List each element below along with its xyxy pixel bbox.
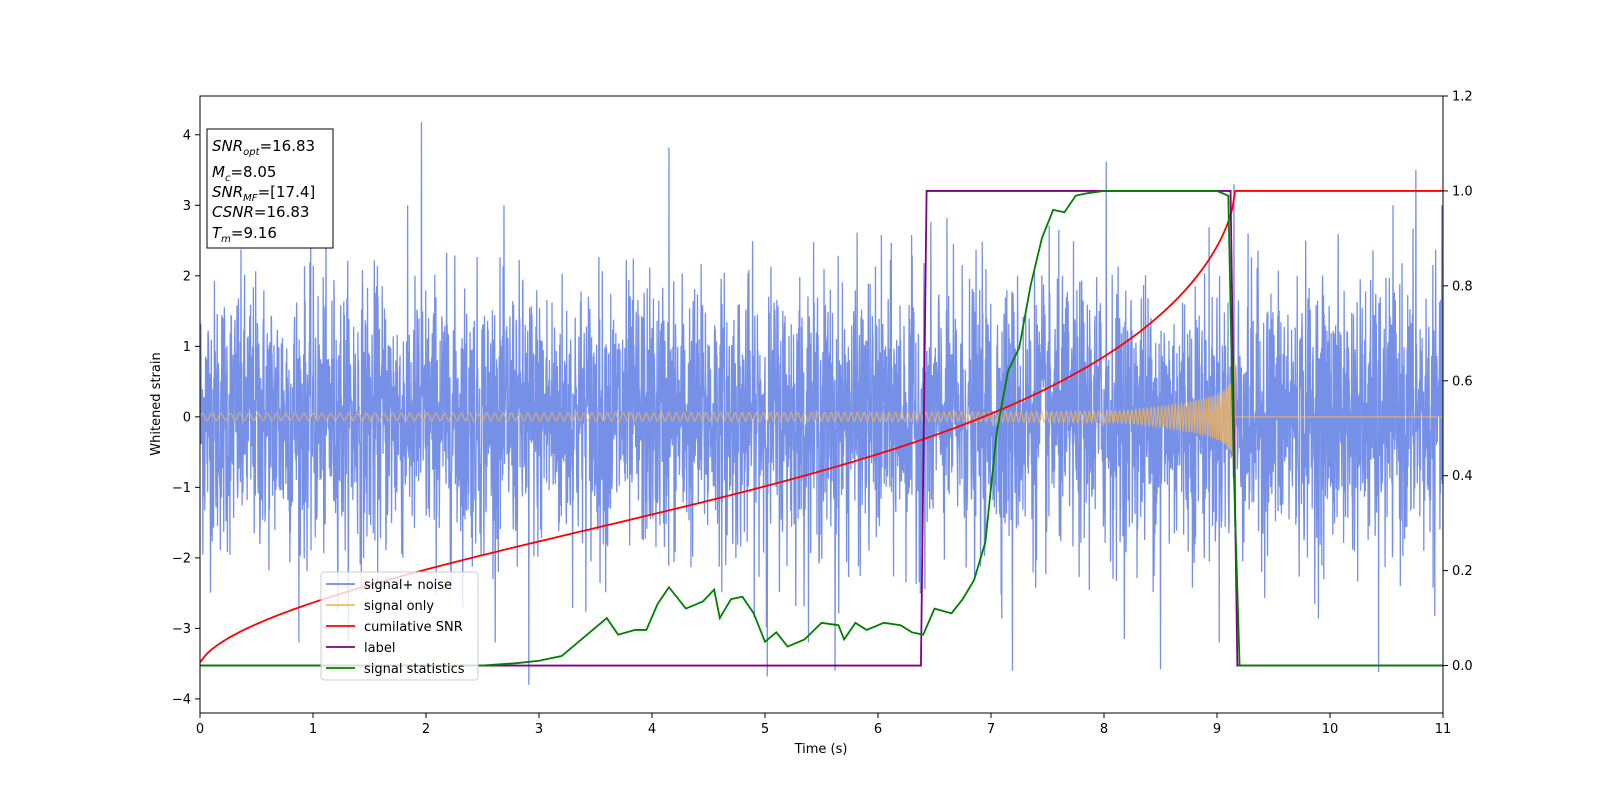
legend-label-label: label [364,641,395,656]
y-tick-label: −2 [172,551,191,566]
y2-tick-label: 0.2 [1452,564,1473,579]
x-axis-label: Time (s) [794,742,848,757]
x-tick-label: 11 [1435,722,1452,737]
info-tm: Tm=9.16 [212,224,277,245]
x-tick-label: 7 [987,722,995,737]
y2-tick-label: 0.0 [1452,659,1473,674]
series-signal-only [200,361,1443,471]
y2-tick-label: 1.2 [1452,90,1473,105]
legend-label-cumulative-snr: cumilative SNR [364,620,463,635]
info-snr-opt: SNRopt=16.83 [212,137,315,158]
x-tick-label: 5 [761,722,769,737]
legend: signal+ noise signal only cumilative SNR… [320,571,479,681]
y2-tick-label: 0.4 [1452,469,1473,484]
y-axis-right: 0.0 0.2 0.4 0.6 0.8 1.0 1.2 [1443,90,1473,674]
x-tick-label: 4 [648,722,656,737]
info-csnr: CSNR=16.83 [212,203,309,221]
info-snr-mf: SNRMF=[17.4] [212,183,315,204]
info-box-frame [206,128,334,249]
y-tick-label: −1 [172,481,191,496]
legend-label-signal-noise: signal+ noise [364,578,452,593]
legend-label-signal-only: signal only [364,599,434,614]
info-mc: Mc=8.05 [212,163,276,184]
y-tick-label: 4 [183,128,191,143]
y-tick-label: 3 [183,199,191,214]
y-tick-label: 2 [183,269,191,284]
y2-tick-label: 0.8 [1452,279,1473,294]
y-tick-label: −3 [172,622,191,637]
x-tick-label: 2 [422,722,430,737]
x-tick-label: 6 [874,722,882,737]
legend-frame [320,571,479,681]
info-box: SNRopt=16.83 Mc=8.05 SNRMF=[17.4] CSNR=1… [206,128,334,249]
y2-tick-label: 1.0 [1452,184,1473,199]
x-tick-label: 8 [1100,722,1108,737]
x-tick-label: 9 [1213,722,1221,737]
x-tick-label: 1 [309,722,317,737]
y-tick-label: 1 [183,340,191,355]
legend-label-signal-statistics: signal statistics [364,662,465,677]
x-tick-label: 0 [196,722,204,737]
y-axis-label: Whitened strain [149,352,164,455]
series-signal-statistics [200,190,1443,667]
x-tick-label: 3 [535,722,543,737]
y-tick-label: 0 [183,410,191,425]
x-axis: 0 1 2 3 4 5 6 7 8 9 10 11 [196,713,1451,737]
y-axis-left: −4 −3 −2 −1 0 1 2 3 4 [172,128,200,707]
y-tick-label: −4 [172,692,191,707]
plot-frame [199,95,1444,714]
x-tick-label: 10 [1322,722,1339,737]
y2-tick-label: 0.6 [1452,374,1473,389]
